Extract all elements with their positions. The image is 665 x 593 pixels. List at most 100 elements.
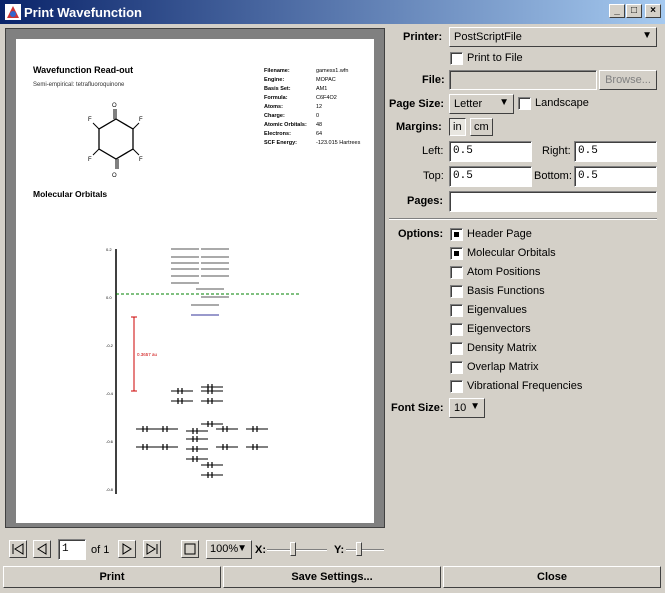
option-checkbox[interactable] bbox=[450, 380, 463, 393]
print-to-file-checkbox[interactable] bbox=[450, 52, 463, 65]
landscape-label: Landscape bbox=[535, 97, 589, 109]
left-margin-input[interactable]: 0.5 bbox=[449, 141, 532, 162]
preview-property-key: Atomic Orbitals: bbox=[264, 122, 307, 128]
top-margin-label: Top: bbox=[423, 170, 444, 182]
print-to-file-label: Print to File bbox=[467, 52, 523, 64]
x-label: X: bbox=[255, 544, 266, 556]
homo-lumo-gap-label: 0.3657 au bbox=[137, 352, 158, 357]
chevron-down-icon: ▼ bbox=[237, 543, 247, 554]
top-margin-input[interactable]: 0.5 bbox=[449, 166, 532, 187]
printer-label: Printer: bbox=[403, 31, 443, 43]
option-checkbox[interactable] bbox=[450, 361, 463, 374]
option-label: Header Page bbox=[467, 228, 532, 240]
axis-tick-label: -0.8 bbox=[106, 487, 114, 492]
axis-tick-label: -0.2 bbox=[106, 343, 114, 348]
preview-property-key: Electrons: bbox=[264, 131, 291, 137]
right-margin-input[interactable]: 0.5 bbox=[574, 141, 657, 162]
energy-axis-ticks: 0.2 0.0 -0.2 -0.4 -0.6 -0.8 bbox=[106, 247, 114, 492]
fit-page-button[interactable] bbox=[181, 540, 199, 558]
bottom-margin-label: Bottom: bbox=[534, 170, 572, 182]
landscape-checkbox[interactable] bbox=[518, 97, 531, 110]
option-checkbox[interactable] bbox=[450, 266, 463, 279]
next-page-button[interactable] bbox=[118, 540, 136, 558]
option-checkbox[interactable] bbox=[450, 342, 463, 355]
option-checkbox[interactable] bbox=[450, 247, 463, 260]
left-margin-label: Left: bbox=[422, 145, 444, 157]
print-preview-pane[interactable]: Wavefunction Read-out Semi-empirical: te… bbox=[5, 28, 385, 528]
molecule-structure: O O F F F F bbox=[88, 103, 143, 179]
x-slider-track[interactable] bbox=[267, 549, 327, 551]
page-size-select[interactable]: Letter ▼ bbox=[449, 94, 514, 114]
pages-input[interactable] bbox=[449, 191, 657, 212]
zoom-value: 100% bbox=[210, 543, 239, 555]
preview-property-row: Engine: MOPAC bbox=[264, 76, 360, 85]
preview-property-value: -123.015 Hartrees bbox=[316, 140, 361, 146]
previous-page-button[interactable] bbox=[33, 540, 51, 558]
axis-tick-label: 0.2 bbox=[106, 247, 112, 252]
preview-property-value: C6F4O2 bbox=[316, 95, 337, 101]
close-button[interactable]: Close bbox=[443, 566, 661, 588]
option-checkbox[interactable] bbox=[450, 285, 463, 298]
pages-label: Pages: bbox=[407, 195, 444, 207]
last-page-button[interactable] bbox=[143, 540, 161, 558]
zoom-select[interactable]: 100% ▼ bbox=[206, 540, 252, 559]
axis-tick-label: -0.6 bbox=[106, 439, 114, 444]
preview-property-row: Basis Set: AM1 bbox=[264, 85, 360, 94]
print-button[interactable]: Print bbox=[3, 566, 221, 588]
font-size-label: Font Size: bbox=[391, 402, 444, 414]
preview-property-row: Filename: gamess1.wfn bbox=[264, 67, 360, 76]
y-slider-thumb[interactable] bbox=[356, 542, 362, 556]
next-page-icon bbox=[122, 543, 132, 555]
window-title: Print Wavefunction bbox=[24, 5, 142, 20]
axis-tick-label: -0.4 bbox=[106, 391, 114, 396]
page-size-value: Letter bbox=[454, 98, 483, 110]
preview-property-key: SCF Energy: bbox=[264, 140, 298, 146]
preview-property-row: Electrons: 64 bbox=[264, 130, 360, 139]
first-page-button[interactable] bbox=[9, 540, 27, 558]
file-field[interactable] bbox=[449, 70, 597, 90]
preview-property-row: Formula: C6F4O2 bbox=[264, 94, 360, 103]
preview-property-row: Atoms: 12 bbox=[264, 103, 360, 112]
mo-energy-diagram: 0.3657 au 0.2 0.0 -0.2 -0.4 -0.6 -0.8 bbox=[106, 247, 301, 494]
title-bar: Print Wavefunction _ □ × bbox=[0, 0, 665, 24]
option-label: Atom Positions bbox=[467, 266, 541, 278]
atom-label-f: F bbox=[139, 117, 143, 123]
options-label: Options: bbox=[398, 228, 444, 240]
option-label: Vibrational Frequencies bbox=[467, 380, 583, 392]
x-slider-thumb[interactable] bbox=[290, 542, 296, 556]
preview-property-value: gamess1.wfn bbox=[316, 68, 349, 74]
maximize-button[interactable]: □ bbox=[626, 4, 642, 18]
browse-button[interactable]: Browse... bbox=[599, 70, 657, 90]
preview-property-key: Basis Set: bbox=[264, 86, 291, 92]
font-size-select[interactable]: 10 ▼ bbox=[449, 398, 485, 418]
preview-property-value: 48 bbox=[316, 122, 323, 128]
file-label: File: bbox=[422, 74, 445, 86]
unit-cm-toggle[interactable]: cm bbox=[470, 118, 493, 136]
option-checkbox[interactable] bbox=[450, 323, 463, 336]
minimize-button[interactable]: _ bbox=[609, 4, 625, 18]
right-margin-label: Right: bbox=[542, 145, 571, 157]
preview-property-key: Charge: bbox=[264, 113, 285, 119]
unit-in-toggle[interactable]: in bbox=[449, 118, 466, 136]
option-label: Overlap Matrix bbox=[467, 361, 539, 373]
option-checkbox[interactable] bbox=[450, 228, 463, 241]
option-label: Eigenvalues bbox=[467, 304, 527, 316]
preview-title: Wavefunction Read-out bbox=[33, 65, 134, 75]
preview-property-key: Formula: bbox=[264, 95, 288, 101]
printer-select[interactable]: PostScriptFile ▼ bbox=[449, 27, 657, 47]
preview-property-row: Atomic Orbitals: 48 bbox=[264, 121, 360, 130]
printer-value: PostScriptFile bbox=[454, 31, 522, 43]
page-size-label: Page Size: bbox=[389, 98, 445, 110]
bottom-margin-input[interactable]: 0.5 bbox=[574, 166, 657, 187]
app-icon bbox=[5, 4, 21, 20]
preview-section-title: Molecular Orbitals bbox=[33, 189, 108, 199]
save-settings-button[interactable]: Save Settings... bbox=[223, 566, 441, 588]
page-number-input[interactable]: 1 bbox=[58, 539, 86, 560]
close-window-button[interactable]: × bbox=[645, 4, 661, 18]
option-checkbox[interactable] bbox=[450, 304, 463, 317]
preview-properties: Filename: gamess1.wfn Engine: MOPAC Basis Se… bbox=[264, 67, 360, 148]
virtual-orbitals bbox=[171, 248, 229, 316]
y-slider-track[interactable] bbox=[346, 549, 384, 551]
preview-property-key: Filename: bbox=[264, 68, 290, 74]
preview-property-key: Engine: bbox=[264, 77, 285, 83]
